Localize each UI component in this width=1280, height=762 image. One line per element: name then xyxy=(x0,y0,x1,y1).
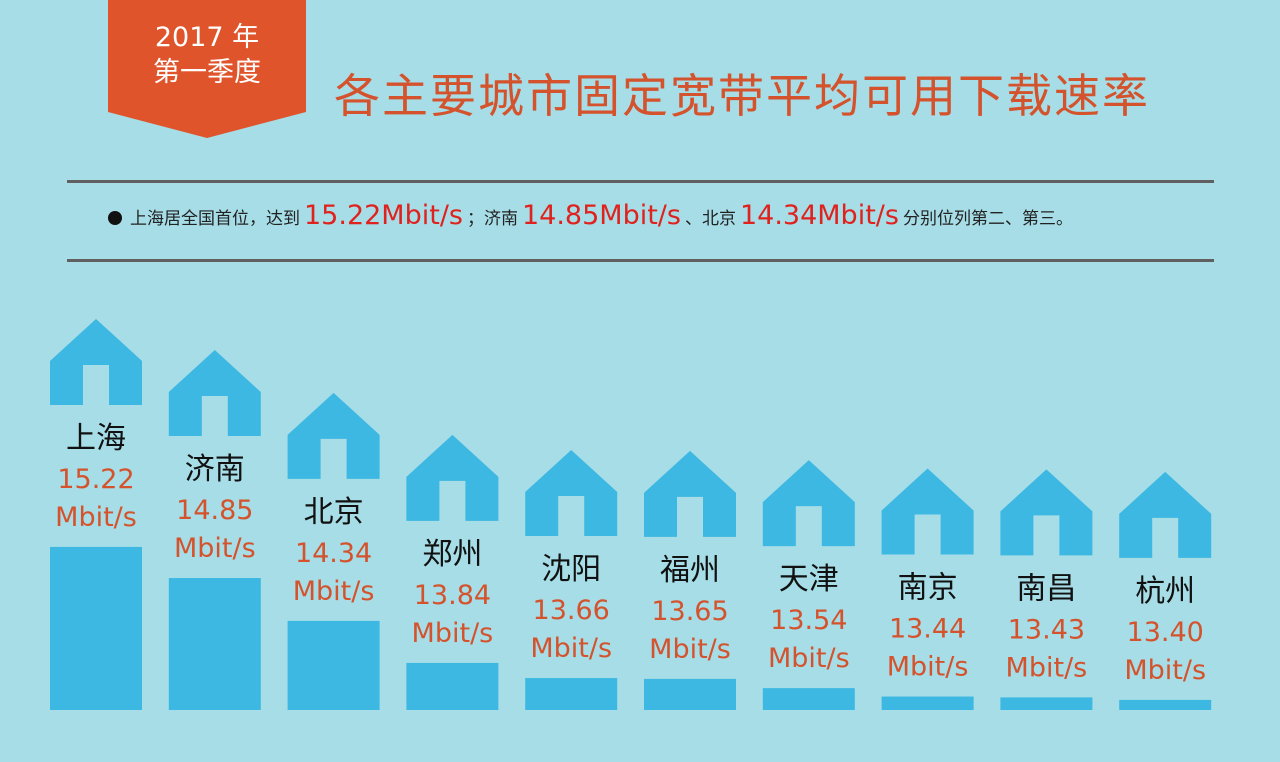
house-icon-1 xyxy=(168,350,261,437)
summary-value-shanghai: 15.22Mbit/s xyxy=(304,200,463,231)
bar-4 xyxy=(525,678,618,710)
value-label-4: 13.66 xyxy=(533,595,610,626)
city-label-0: 上海 xyxy=(66,421,126,456)
value-label-5: 13.65 xyxy=(651,596,728,627)
bar-9 xyxy=(1119,699,1212,710)
summary-text-1: 上海居全国首位，达到 xyxy=(130,209,300,229)
value-label-3: 13.84 xyxy=(414,580,491,611)
summary-text-3: 、北京 xyxy=(684,209,736,229)
bar-7 xyxy=(881,696,974,710)
summary-value-jinan: 14.85Mbit/s xyxy=(521,200,681,231)
house-icon-9 xyxy=(1119,471,1212,558)
value-label-6: 13.54 xyxy=(770,605,847,636)
city-label-6: 天津 xyxy=(779,562,839,597)
unit-label-4: Mbit/s xyxy=(530,633,612,664)
unit-label-0: Mbit/s xyxy=(55,502,137,533)
badge-quarter: 第一季度 xyxy=(153,57,261,88)
value-label-2: 14.34 xyxy=(295,538,372,569)
unit-label-6: Mbit/s xyxy=(768,643,850,674)
summary-line: 上海居全国首位，达到 15.22Mbit/s ；济南 14.85Mbit/s 、… xyxy=(108,200,1228,231)
value-label-0: 15.22 xyxy=(57,464,134,495)
city-label-9: 杭州 xyxy=(1135,574,1195,609)
house-icon-6 xyxy=(762,460,855,547)
unit-label-8: Mbit/s xyxy=(1006,652,1088,683)
city-label-2: 北京 xyxy=(304,495,364,530)
value-label-8: 13.43 xyxy=(1008,614,1085,645)
city-label-7: 南京 xyxy=(898,571,958,606)
house-icon-0 xyxy=(50,318,142,405)
city-label-1: 济南 xyxy=(185,452,245,487)
bottom-divider xyxy=(67,259,1214,262)
bar-5 xyxy=(644,678,736,710)
badge-year: 2017 年 xyxy=(154,22,260,53)
top-divider xyxy=(67,180,1214,183)
house-icon-2 xyxy=(287,392,380,479)
bar-2 xyxy=(287,620,380,710)
bar-0 xyxy=(50,546,142,710)
unit-label-5: Mbit/s xyxy=(649,634,731,665)
bar-1 xyxy=(168,578,261,710)
house-icon-7 xyxy=(881,468,974,555)
city-label-3: 郑州 xyxy=(422,537,482,572)
bar-8 xyxy=(1000,697,1093,710)
house-icon-5 xyxy=(644,450,736,537)
page-title: 各主要城市固定宽带平均可用下载速率 xyxy=(334,69,1150,123)
city-label-8: 南昌 xyxy=(1016,571,1076,606)
house-icon-4 xyxy=(525,450,618,537)
unit-label-3: Mbit/s xyxy=(412,618,494,649)
value-label-7: 13.44 xyxy=(889,614,966,645)
unit-label-2: Mbit/s xyxy=(293,576,375,607)
unit-label-1: Mbit/s xyxy=(174,533,256,564)
unit-label-7: Mbit/s xyxy=(887,652,969,683)
city-label-4: 沈阳 xyxy=(541,552,601,587)
period-badge: 2017 年 第一季度 xyxy=(108,0,306,138)
bullet-icon xyxy=(108,211,122,225)
summary-text-4: 分别位列第二、第三。 xyxy=(902,209,1073,229)
summary-text-2: ；济南 xyxy=(466,209,518,229)
house-icon-3 xyxy=(406,434,499,521)
city-label-5: 福州 xyxy=(660,553,720,588)
value-label-9: 13.40 xyxy=(1127,617,1204,648)
unit-label-9: Mbit/s xyxy=(1124,655,1206,686)
summary-value-beijing: 14.34Mbit/s xyxy=(739,200,899,231)
bar-3 xyxy=(406,662,499,710)
badge-banner-shape xyxy=(108,0,306,138)
bar-6 xyxy=(762,688,855,710)
house-icon-8 xyxy=(1000,469,1093,556)
value-label-1: 14.85 xyxy=(176,495,253,526)
